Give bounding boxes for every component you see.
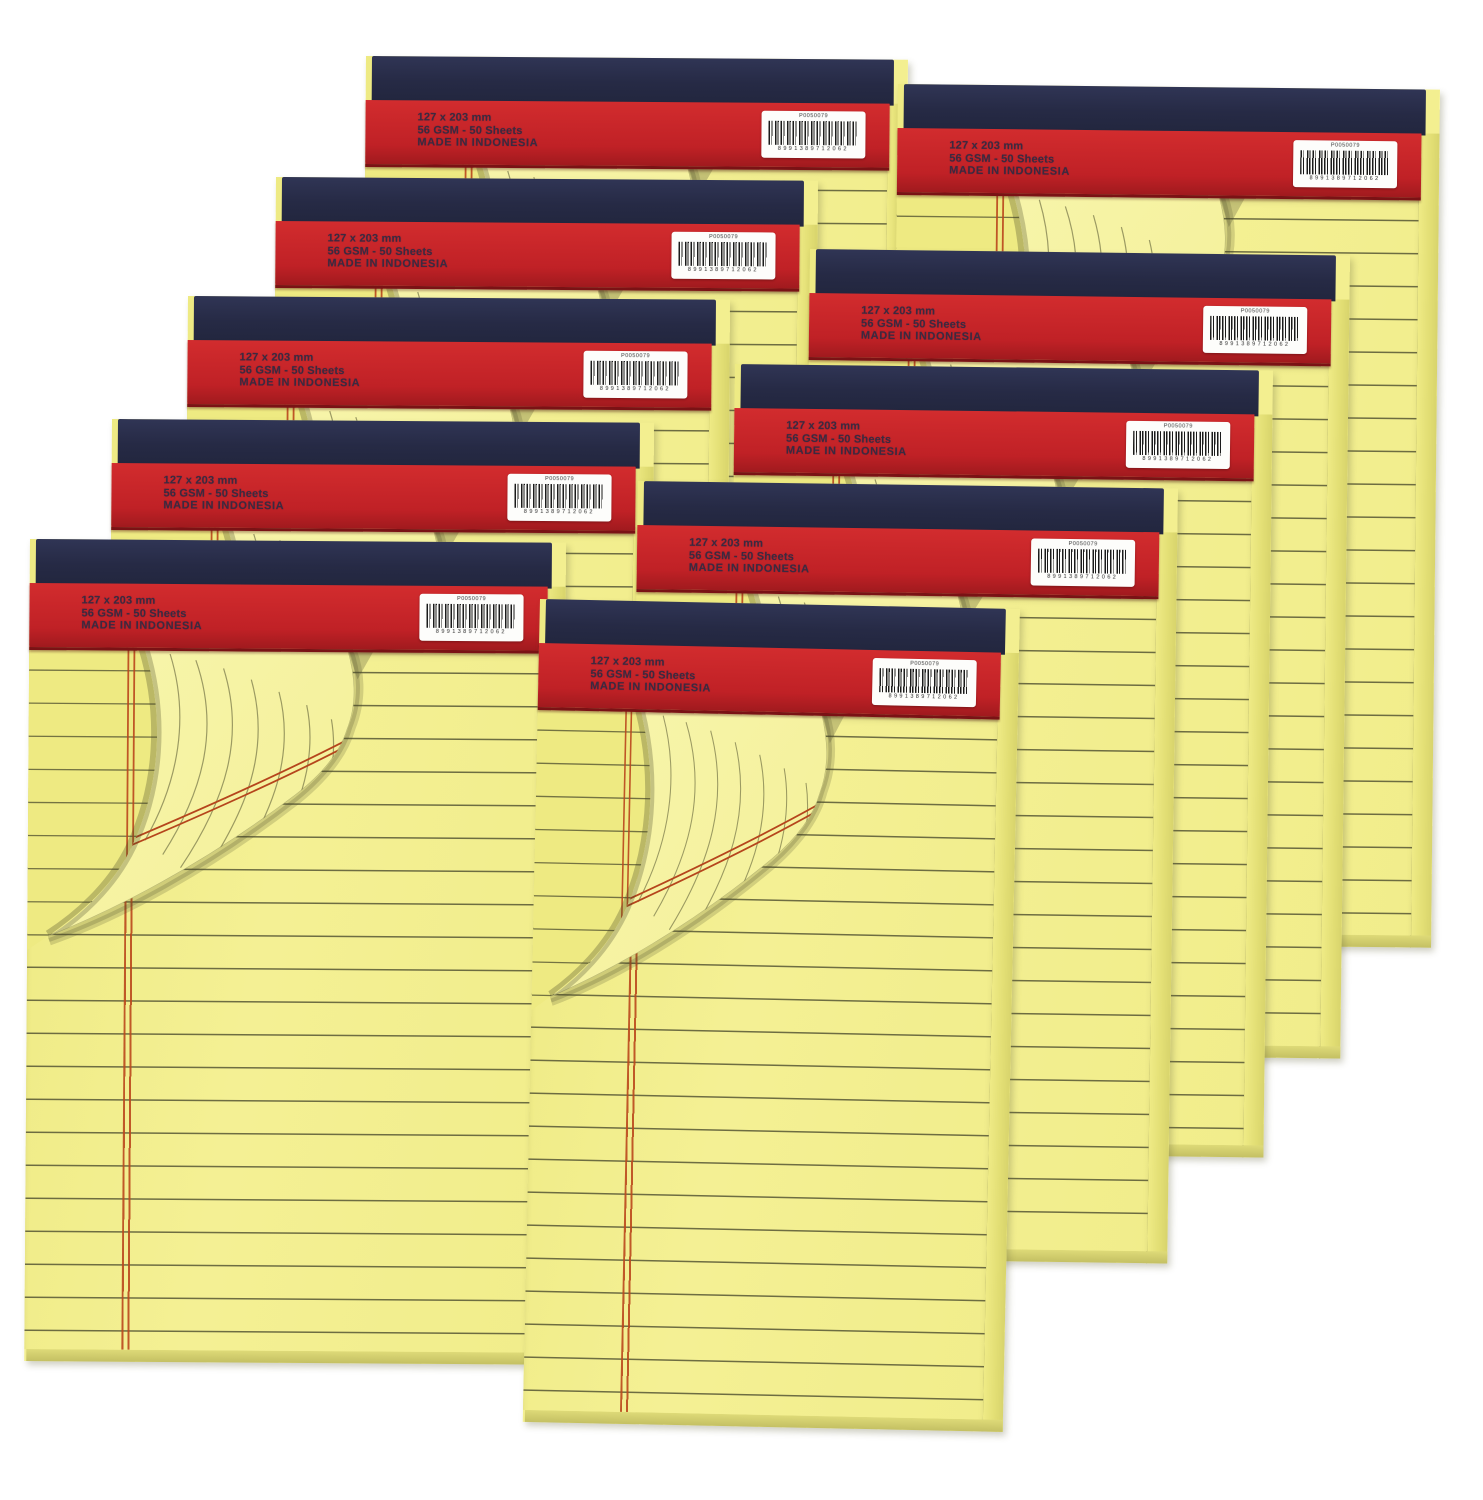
label-origin-text: MADE IN INDONESIA [860, 329, 982, 344]
ruled-lines [24, 646, 546, 1353]
barcode-code-text: P0050079 [799, 113, 829, 120]
barcode-code-text: P0050079 [1163, 423, 1193, 430]
barcode-digits-text: 8991389712062 [599, 385, 671, 393]
barcode-icon [1300, 150, 1391, 176]
pad-right-5: 127 x 203 mm 56 GSM - 50 Sheets MADE IN … [522, 599, 1020, 1432]
label-gsm-text: 56 GSM - 50 Sheets [417, 123, 523, 137]
label-size-text: 127 x 203 mm [689, 536, 764, 550]
barcode-digits-text: 8991389712062 [687, 266, 759, 274]
barcode-icon [768, 120, 859, 146]
binding-strip [193, 296, 716, 346]
barcode-code-text: P0050079 [621, 353, 651, 360]
label-band: 127 x 203 mm 56 GSM - 50 Sheets MADE IN … [29, 582, 548, 654]
product-label: 127 x 203 mm 56 GSM - 50 Sheets MADE IN … [786, 420, 907, 459]
product-label: 127 x 203 mm 56 GSM - 50 Sheets MADE IN … [949, 140, 1070, 179]
product-label: 127 x 203 mm 56 GSM - 50 Sheets MADE IN … [861, 305, 982, 344]
paper-stack: 127 x 203 mm 56 GSM - 50 Sheets MADE IN … [522, 599, 1020, 1432]
binding-strip [903, 84, 1426, 136]
barcode-digits-text: 8991389712062 [1219, 341, 1291, 348]
barcode-sticker: P0050079 8991389712062 [1125, 420, 1231, 470]
barcode-icon [1037, 548, 1129, 574]
label-size-text: 127 x 203 mm [163, 474, 238, 487]
label-gsm-text: 56 GSM - 50 Sheets [327, 244, 433, 258]
label-size-text: 127 x 203 mm [327, 232, 402, 245]
label-size-text: 127 x 203 mm [949, 139, 1024, 153]
label-band: 127 x 203 mm 56 GSM - 50 Sheets MADE IN … [537, 642, 1001, 720]
barcode-icon [590, 360, 681, 386]
barcode-icon [514, 483, 605, 509]
label-origin-text: MADE IN INDONESIA [688, 561, 810, 576]
label-band: 127 x 203 mm 56 GSM - 50 Sheets MADE IN … [187, 339, 712, 411]
barcode-sticker: P0050079 8991389712062 [583, 350, 688, 399]
barcode-icon [879, 668, 970, 695]
page-area [523, 706, 998, 1420]
paper-stack: 127 x 203 mm 56 GSM - 50 Sheets MADE IN … [24, 539, 566, 1365]
label-size-text: 127 x 203 mm [786, 419, 861, 433]
label-band: 127 x 203 mm 56 GSM - 50 Sheets MADE IN … [365, 99, 890, 171]
binding-strip [281, 177, 804, 227]
barcode-digits-text: 8991389712062 [777, 145, 849, 153]
barcode-digits-text: 8991389712062 [523, 508, 595, 516]
label-band: 127 x 203 mm 56 GSM - 50 Sheets MADE IN … [733, 407, 1255, 482]
barcode-code-text: P0050079 [457, 595, 487, 603]
barcode-icon [678, 241, 769, 267]
product-label: 127 x 203 mm 56 GSM - 50 Sheets MADE IN … [163, 474, 284, 512]
label-origin-text: MADE IN INDONESIA [163, 499, 285, 513]
barcode-sticker: P0050079 8991389712062 [1292, 140, 1398, 189]
barcode-code-text: P0050079 [1068, 541, 1098, 548]
label-band: 127 x 203 mm 56 GSM - 50 Sheets MADE IN … [111, 462, 636, 534]
barcode-sticker: P0050079 8991389712062 [1202, 305, 1308, 355]
barcode-icon [1209, 315, 1301, 341]
label-origin-text: MADE IN INDONESIA [81, 619, 203, 633]
pad-left-5: 127 x 203 mm 56 GSM - 50 Sheets MADE IN … [24, 539, 566, 1365]
barcode-digits-text: 8991389712062 [1309, 175, 1381, 183]
label-origin-text: MADE IN INDONESIA [417, 136, 539, 150]
barcode-sticker: P0050079 8991389712062 [419, 593, 524, 642]
label-band: 127 x 203 mm 56 GSM - 50 Sheets MADE IN … [275, 220, 800, 292]
product-label: 127 x 203 mm 56 GSM - 50 Sheets MADE IN … [327, 232, 448, 270]
label-origin-text: MADE IN INDONESIA [949, 164, 1070, 178]
product-label: 127 x 203 mm 56 GSM - 50 Sheets MADE IN … [590, 655, 712, 695]
page-area [24, 646, 546, 1353]
binding-strip [35, 539, 552, 589]
ruled-lines [523, 706, 998, 1420]
barcode-sticker: P0050079 8991389712062 [507, 473, 612, 522]
binding-strip [117, 419, 640, 469]
label-band: 127 x 203 mm 56 GSM - 50 Sheets MADE IN … [636, 524, 1160, 600]
barcode-icon [1132, 430, 1224, 456]
barcode-sticker: P0050079 8991389712062 [1030, 538, 1136, 587]
barcode-digits-text: 8991389712062 [1142, 455, 1214, 463]
label-band: 127 x 203 mm 56 GSM - 50 Sheets MADE IN … [808, 292, 1332, 367]
barcode-digits-text: 8991389712062 [1047, 573, 1119, 581]
label-size-text: 127 x 203 mm [861, 304, 936, 318]
barcode-code-text: P0050079 [545, 476, 575, 483]
barcode-sticker: P0050079 8991389712062 [871, 657, 977, 708]
barcode-code-text: P0050079 [709, 234, 739, 241]
product-label: 127 x 203 mm 56 GSM - 50 Sheets MADE IN … [689, 537, 810, 576]
label-origin-text: MADE IN INDONESIA [785, 444, 907, 459]
barcode-icon [426, 603, 517, 629]
barcode-sticker: P0050079 8991389712062 [671, 231, 776, 280]
barcode-code-text: P0050079 [1240, 308, 1270, 315]
label-size-text: 127 x 203 mm [81, 594, 156, 607]
barcode-sticker: P0050079 8991389712062 [761, 110, 866, 159]
barcode-code-text: P0050079 [1330, 142, 1360, 149]
label-band: 127 x 203 mm 56 GSM - 50 Sheets MADE IN … [896, 127, 1422, 201]
label-gsm-text: 56 GSM - 50 Sheets [163, 486, 269, 500]
product-label: 127 x 203 mm 56 GSM - 50 Sheets MADE IN … [417, 111, 538, 149]
label-size-text: 127 x 203 mm [417, 111, 492, 124]
binding-strip [371, 56, 894, 106]
product-label: 127 x 203 mm 56 GSM - 50 Sheets MADE IN … [239, 351, 360, 389]
label-gsm-text: 56 GSM - 50 Sheets [239, 363, 345, 377]
label-origin-text: MADE IN INDONESIA [590, 680, 712, 695]
label-origin-text: MADE IN INDONESIA [239, 376, 361, 390]
product-label: 127 x 203 mm 56 GSM - 50 Sheets MADE IN … [81, 594, 202, 632]
label-gsm-text: 56 GSM - 50 Sheets [81, 606, 187, 620]
label-origin-text: MADE IN INDONESIA [327, 257, 449, 271]
barcode-digits-text: 8991389712062 [435, 628, 507, 636]
barcode-digits-text: 8991389712062 [888, 693, 960, 701]
label-size-text: 127 x 203 mm [239, 351, 314, 364]
